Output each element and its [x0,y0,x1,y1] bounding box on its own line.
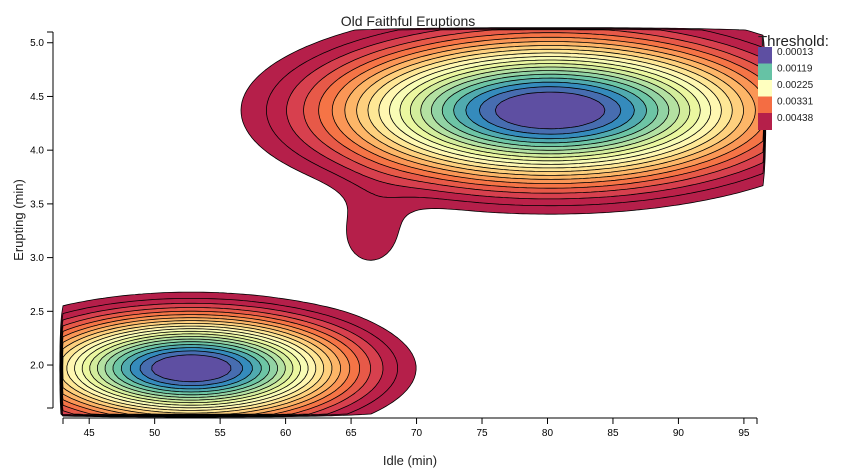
x-tick-label: 55 [215,428,227,439]
legend-swatch [758,113,772,130]
legend-swatch [758,80,772,97]
x-axis: 45 50 55 60 65 70 75 80 85 90 95 Idle (min) [62,417,758,468]
contour-band-20 [151,91,606,383]
x-tick-label: 65 [346,428,358,439]
chart-title: Old Faithful Eruptions [341,13,476,29]
y-tick-label: 4.5 [30,92,44,103]
y-tick-label: 4.0 [30,146,44,157]
x-tick-label: 70 [411,428,423,439]
x-tick-label: 50 [149,428,161,439]
legend-label: 0.00119 [777,64,813,75]
x-tick-label: 95 [738,428,750,439]
y-tick-label: 2.0 [30,361,44,372]
x-tick-label: 60 [280,428,292,439]
y-tick-label: 2.5 [30,307,44,318]
y-axis-title: Erupting (min) [11,179,26,261]
x-tick-label: 75 [476,428,488,439]
legend-items: 0.00013 0.00119 0.00225 0.00331 0.00438 [758,47,814,130]
x-tick-label: 85 [607,428,619,439]
y-ticks: 2.0 2.5 3.0 3.5 4.0 4.5 5.0 [30,38,53,372]
legend-swatch [758,63,772,81]
legend-label: 0.00225 [777,80,814,91]
legend: Threshold: 0.000130.001190.002250.003310… [758,33,829,130]
y-axis: 2.0 2.5 3.0 3.5 4.0 4.5 5.0 Erupting (min) [11,31,54,409]
x-tick-label: 90 [673,428,685,439]
y-tick-label: 3.5 [30,199,44,210]
x-tick-label: 80 [542,428,554,439]
legend-label: 0.00438 [777,113,814,124]
legend-swatch [758,96,772,114]
legend-label: 0.00331 [777,97,814,108]
legend-title: Threshold: [758,33,829,50]
y-tick-label: 5.0 [30,38,44,49]
legend-label: 0.00013 [777,47,814,58]
legend-swatch [758,47,772,64]
plot-area [59,27,767,418]
x-axis-title: Idle (min) [383,453,437,468]
x-tick-label: 45 [84,428,96,439]
y-tick-label: 3.0 [30,253,44,264]
x-ticks: 45 50 55 60 65 70 75 80 85 90 95 [84,418,750,439]
